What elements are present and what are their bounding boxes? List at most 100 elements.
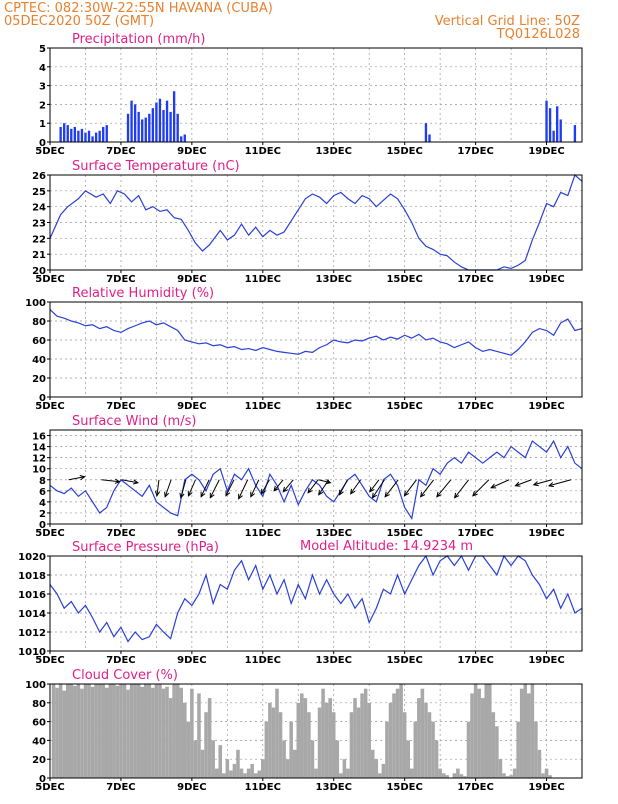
wind-vector	[238, 479, 249, 499]
cloud-cover-bar	[264, 721, 269, 778]
cloud-cover-bar	[151, 687, 155, 778]
cloud-cover-bar	[431, 721, 435, 778]
humidity-xtick: 7DEC	[106, 401, 135, 412]
precipitation-bar	[556, 106, 559, 142]
cloud-cover-bar	[395, 688, 400, 778]
cloud-cover-bar	[509, 775, 513, 778]
precipitation-bar	[162, 110, 165, 142]
wind-ytick: 4	[39, 498, 46, 509]
cloud-cover-bar	[147, 684, 152, 778]
cloud-cover-bar	[310, 740, 315, 778]
wind-vector-head	[225, 490, 231, 497]
cloud-cover-bar	[94, 684, 98, 778]
temperature-xtick: 9DEC	[177, 274, 206, 285]
cloud-cover-bar	[218, 745, 223, 778]
cloud-cover-bar	[285, 759, 290, 778]
cloud-cover-bar	[161, 688, 166, 778]
wind-vector-head	[209, 492, 215, 499]
cloud-cover-frame	[49, 683, 583, 779]
cloud-cover-bar	[459, 774, 464, 778]
cloud-cover-xtick: 15DEC	[386, 782, 422, 793]
precipitation-xtick: 5DEC	[35, 146, 64, 157]
cloud-cover-bar	[544, 768, 549, 778]
precipitation-bar	[172, 91, 176, 142]
wind-vector-head	[338, 489, 344, 496]
precipitation-bar	[151, 108, 155, 142]
cloud-cover-bar	[243, 773, 247, 778]
cloud-cover-ytick: 60	[32, 718, 46, 729]
cloud-cover-bar	[222, 773, 226, 778]
wind-vector-head	[453, 492, 460, 499]
cloud-cover-bar	[62, 690, 66, 778]
wind-vector-head	[132, 479, 139, 485]
wind-vector-head	[282, 486, 289, 493]
cloud-cover-xtick: 7DEC	[106, 782, 135, 793]
pressure-ytick: 1016	[18, 590, 46, 601]
pressure-xtick: 11DEC	[245, 655, 281, 666]
cloud-cover-bar	[87, 684, 91, 778]
wind-vector-head	[514, 481, 521, 487]
cloud-cover-bar	[55, 687, 59, 778]
pressure-series-line	[49, 554, 583, 643]
cloud-cover-bar	[399, 684, 403, 778]
wind-vector	[472, 479, 490, 497]
humidity-xtick: 19DEC	[528, 401, 564, 412]
wind-vector	[533, 479, 552, 486]
precipitation-xtick: 17DEC	[457, 146, 493, 157]
wind-frame	[49, 429, 583, 525]
wind-vector-head	[200, 491, 206, 498]
wind-vector	[384, 479, 399, 498]
humidity-xtick: 9DEC	[177, 401, 206, 412]
cloud-cover-bar	[541, 773, 545, 778]
cloud-cover-bar	[83, 684, 88, 778]
precipitation-bar	[141, 119, 144, 142]
header-date: 05DEC2020 50Z (GMT)	[4, 14, 154, 29]
cloud-cover-xtick: 11DEC	[245, 782, 281, 793]
precipitation-bar	[165, 100, 169, 142]
cloud-cover-bar	[261, 759, 265, 778]
cloud-cover-bar	[367, 702, 371, 778]
cloud-cover-bar	[438, 768, 442, 778]
cloud-cover-bar	[473, 684, 478, 778]
wind-vector-head	[318, 489, 324, 496]
wind-vector-head	[79, 474, 86, 481]
wind-vector	[101, 479, 120, 483]
cloud-cover-bar	[307, 712, 311, 778]
precipitation-bar	[183, 134, 186, 142]
wind-vector	[318, 479, 331, 484]
precipitation-bar	[84, 132, 87, 142]
cloud-cover-bar	[498, 759, 503, 778]
cloud-cover-bar	[179, 687, 183, 778]
precipitation-ytick: 0	[39, 138, 46, 149]
pressure-ytick: 1014	[18, 609, 46, 620]
cloud-cover-bar	[239, 768, 244, 778]
cloud-cover-bar	[289, 721, 293, 778]
cloud-cover-bar	[537, 749, 542, 778]
precipitation-bar	[102, 126, 105, 142]
precipitation-bar	[155, 102, 158, 142]
temperature-xtick: 7DEC	[106, 274, 135, 285]
temperature-ytick: 20	[32, 266, 46, 277]
precipitation-bar	[559, 119, 562, 142]
cloud-cover-bar	[101, 684, 105, 778]
cloud-cover-bar	[477, 688, 481, 778]
cloud-cover-bar	[229, 770, 233, 778]
precipitation-xtick: 13DEC	[316, 146, 352, 157]
cloud-cover-bar	[470, 693, 474, 778]
pressure-xtick: 15DEC	[386, 655, 422, 666]
wind-vector	[180, 479, 187, 498]
cloud-cover-bar	[58, 684, 63, 778]
cloud-cover-bar	[225, 759, 230, 778]
precipitation-ytick: 1	[39, 119, 46, 130]
precipitation-frame	[49, 47, 583, 143]
cloud-cover-bar	[385, 721, 389, 778]
cloud-cover-bar	[335, 740, 340, 778]
cloud-cover-bar	[374, 759, 379, 778]
cloud-cover-bar	[136, 684, 141, 778]
precipitation-bar	[91, 136, 94, 142]
precipitation-bar	[148, 113, 151, 142]
cloud-cover-bar	[172, 684, 176, 778]
wind-vector-head	[273, 485, 279, 492]
cloud-cover-bar	[505, 776, 510, 778]
temperature-xtick: 17DEC	[457, 274, 493, 285]
